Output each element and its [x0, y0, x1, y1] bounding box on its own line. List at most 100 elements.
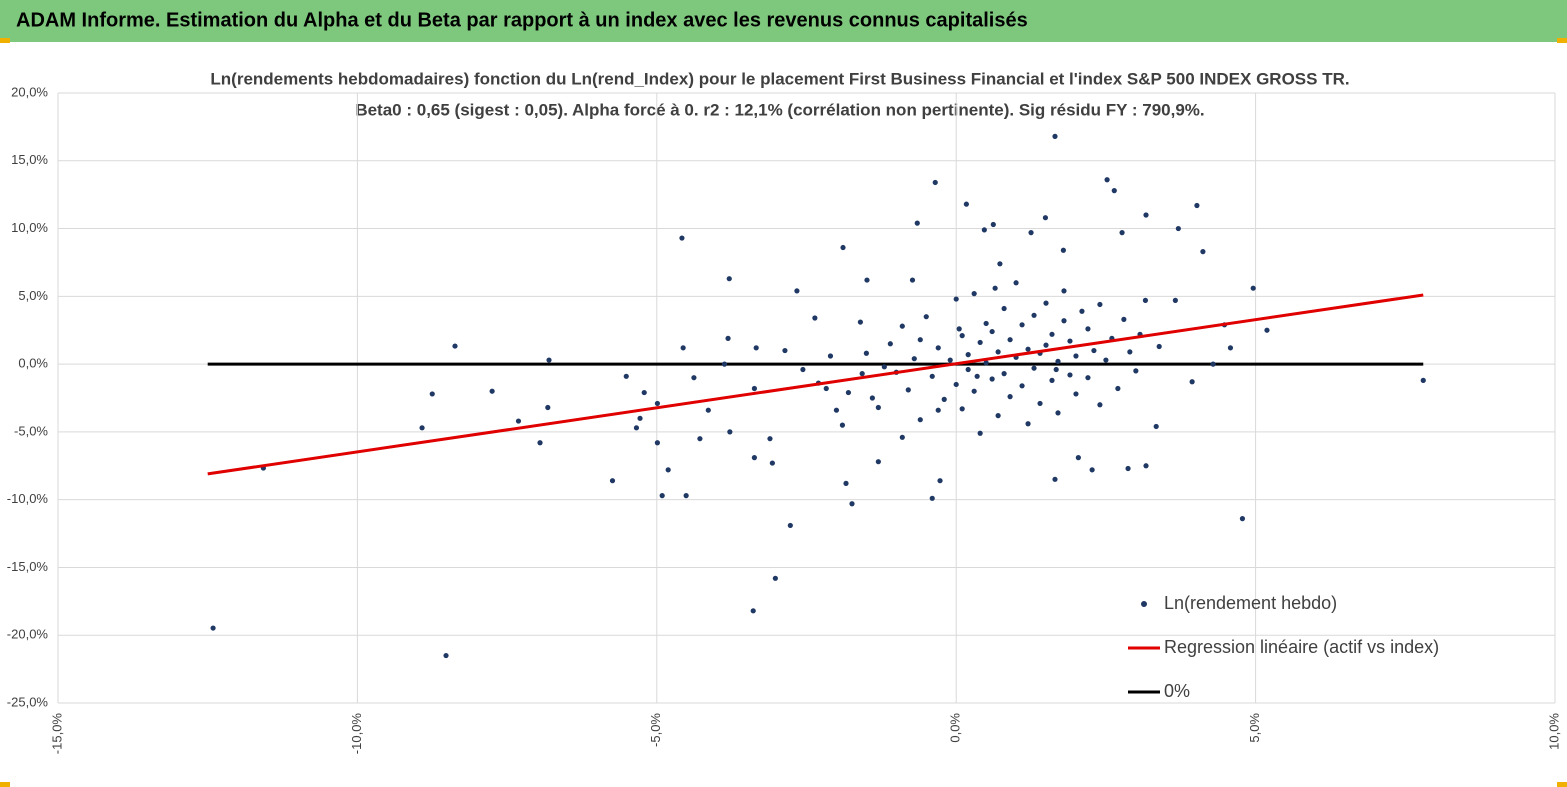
scatter-point: [997, 261, 1003, 267]
scatter-point: [875, 404, 881, 411]
scatter-point: [956, 326, 962, 332]
scatter-point: [845, 389, 852, 396]
scatter-point: [899, 434, 905, 440]
scatter-point: [772, 575, 778, 581]
scatter-point: [679, 235, 685, 241]
scatter-point: [515, 418, 522, 424]
scatter-point: [800, 366, 806, 373]
scatter-point: [899, 323, 905, 329]
scatter-point: [1049, 331, 1055, 337]
scatter-point: [705, 407, 711, 413]
chart-title: Ln(rendements hebdomadaires) fonction du…: [210, 69, 1349, 88]
scatter-point: [1079, 308, 1085, 314]
scatter-point: [1097, 301, 1103, 308]
y-tick-label: 15,0%: [11, 152, 48, 167]
scatter-point: [1001, 305, 1007, 312]
y-tick-label: -10,0%: [7, 491, 49, 506]
scatter-point: [665, 467, 671, 473]
scatter-point: [1089, 467, 1095, 473]
scatter-point: [443, 652, 449, 659]
scatter-point: [840, 244, 846, 251]
scatter-point: [909, 277, 916, 283]
scatter-point: [971, 388, 977, 394]
y-tick-label: 20,0%: [11, 84, 48, 99]
scatter-point: [1019, 322, 1025, 328]
scatter-point: [691, 375, 697, 381]
scatter-point: [1121, 316, 1127, 322]
scatter-point: [537, 440, 543, 446]
scatter-point: [726, 276, 732, 282]
scatter-point: [977, 339, 983, 346]
scatter-point: [914, 220, 920, 226]
scatter-point: [965, 366, 971, 373]
legend-label: Regression linéaire (actif vs index): [1164, 637, 1439, 657]
scatter-point: [725, 335, 731, 341]
y-tick-label: 0,0%: [18, 356, 48, 371]
scatter-point: [932, 179, 938, 186]
y-tick-label: 10,0%: [11, 220, 48, 235]
scatter-point: [1175, 225, 1181, 232]
scatter-point: [935, 407, 941, 413]
scatter-point: [859, 371, 865, 377]
scatter-point: [981, 227, 987, 233]
scatter-point: [1043, 342, 1049, 348]
scatter-point: [1239, 516, 1246, 522]
scatter-point: [881, 364, 887, 370]
y-tick-label: 5,0%: [18, 288, 48, 303]
chart-subtitle: Beta0 : 0,65 (sigest : 0,05). Alpha forc…: [355, 100, 1204, 119]
scatter-point: [812, 315, 818, 321]
scatter-point: [750, 608, 756, 614]
y-tick-label: -5,0%: [14, 423, 48, 438]
scatter-point: [1119, 230, 1125, 236]
scatter-point: [929, 495, 935, 501]
scatter-point: [1031, 312, 1037, 318]
scatter-point: [827, 353, 834, 359]
scatter-point: [683, 493, 689, 499]
y-tick-label: -25,0%: [7, 694, 49, 709]
scatter-point: [1111, 188, 1117, 194]
scatter-point: [767, 436, 773, 442]
scatter-point: [1061, 288, 1067, 294]
scatter-point: [210, 625, 216, 631]
scatter-point: [609, 478, 616, 484]
y-tick-label: -20,0%: [7, 627, 49, 642]
scatter-point: [452, 343, 458, 349]
scatter-point: [1125, 465, 1131, 472]
scatter-point: [823, 385, 829, 392]
scatter-point: [753, 345, 759, 351]
scatter-point: [1115, 385, 1121, 392]
scatter-point: [1028, 230, 1034, 236]
scatter-point: [917, 337, 923, 343]
scatter-point: [1061, 318, 1067, 324]
scatter-point: [1103, 357, 1109, 363]
scatter-point: [1067, 338, 1073, 344]
scatter-point: [995, 413, 1001, 419]
scatter-point: [929, 373, 935, 379]
scatter-point: [1073, 391, 1079, 397]
scatter-point: [875, 459, 881, 465]
scatter-point: [941, 396, 947, 402]
scatter-point: [869, 395, 875, 401]
scatter-point: [727, 429, 733, 435]
scatter-point: [1133, 368, 1139, 374]
header-bar: [0, 0, 1567, 42]
scatter-point: [1007, 337, 1013, 343]
scatter-point: [1055, 358, 1061, 364]
scatter-point: [751, 385, 758, 392]
scatter-point: [864, 277, 870, 283]
scatter-point: [1075, 455, 1081, 461]
scatter-point: [963, 201, 969, 207]
scatter-point: [1037, 400, 1043, 407]
scatter-point: [995, 349, 1001, 355]
legend-label: Ln(rendement hebdo): [1164, 593, 1337, 613]
series-line: [207, 293, 1424, 476]
corner-marker: [0, 38, 10, 43]
scatter-point: [751, 455, 758, 461]
scatter-point: [782, 347, 788, 354]
scatter-point: [1085, 326, 1091, 332]
scatter-point: [953, 296, 959, 302]
scatter-point: [990, 221, 996, 228]
x-tick-label: 0,0%: [948, 713, 963, 743]
